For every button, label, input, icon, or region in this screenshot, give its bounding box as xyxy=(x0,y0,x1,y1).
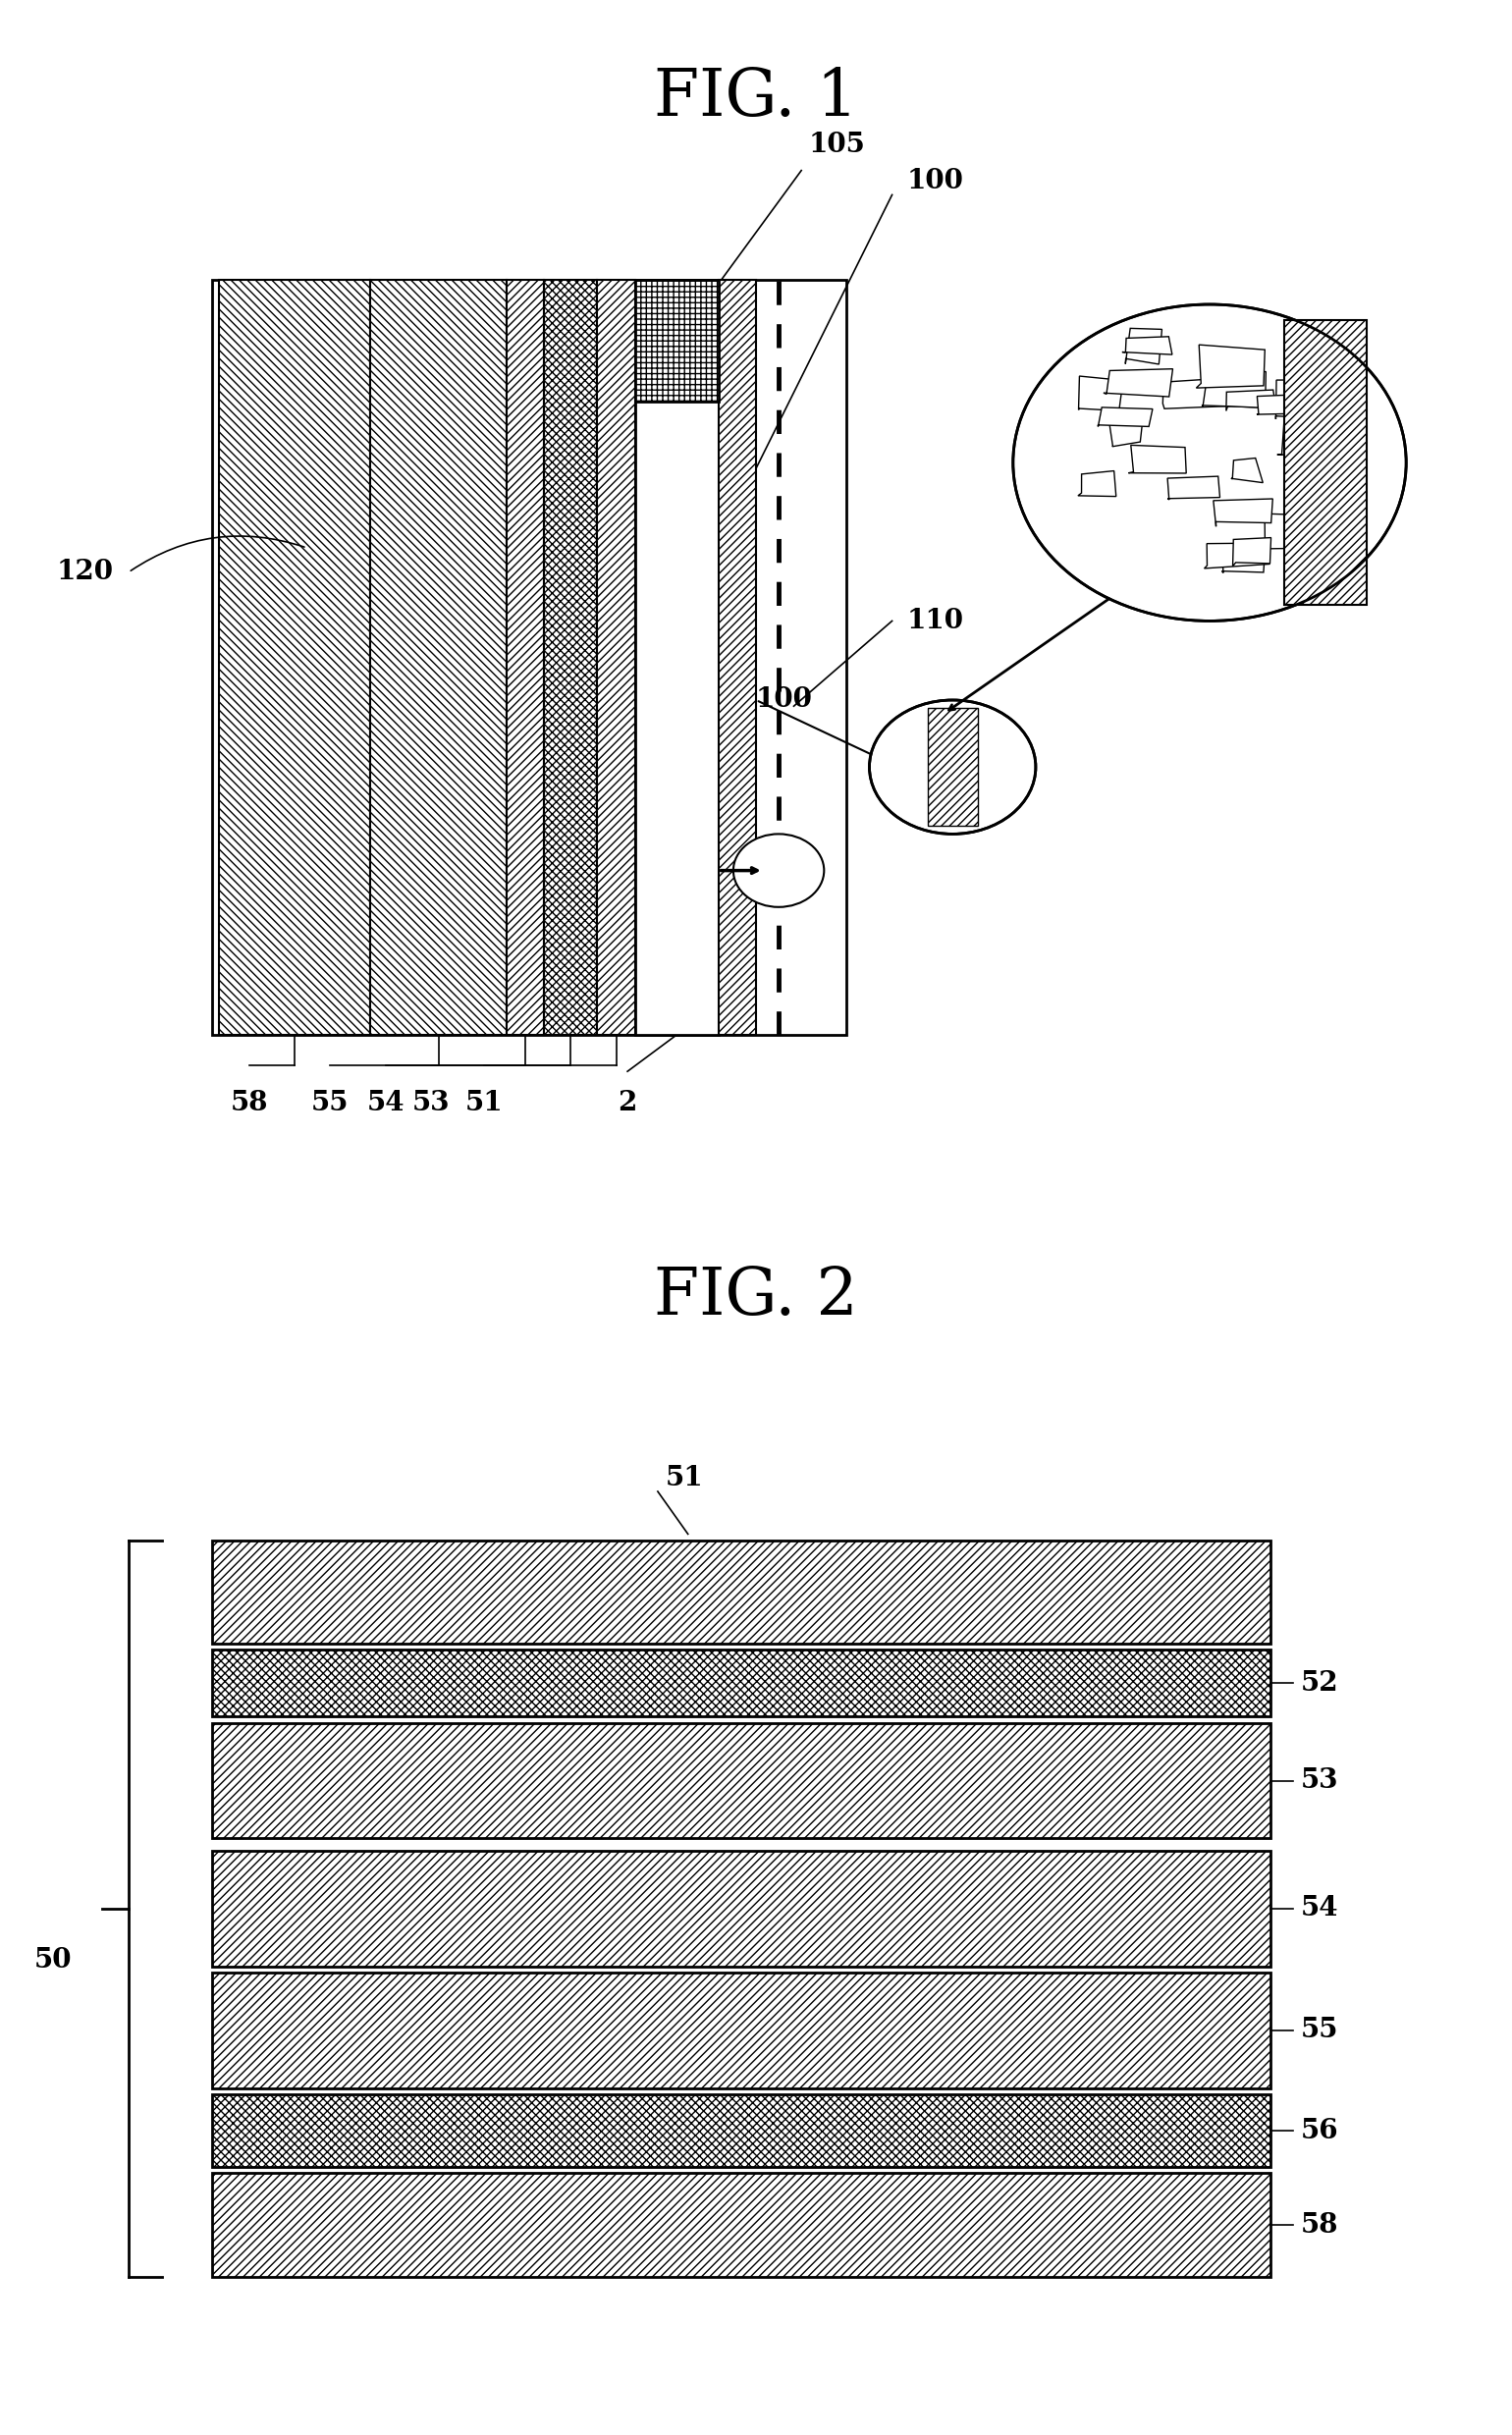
Polygon shape xyxy=(1202,370,1266,407)
Polygon shape xyxy=(1256,394,1326,414)
Bar xyxy=(928,709,978,825)
Bar xyxy=(212,1851,1270,1967)
Text: FIG. 1: FIG. 1 xyxy=(653,66,859,129)
Bar xyxy=(212,1972,1270,2089)
Polygon shape xyxy=(1098,407,1152,426)
Polygon shape xyxy=(1107,409,1143,446)
Polygon shape xyxy=(1122,336,1172,356)
Bar xyxy=(212,1972,1270,2089)
Bar xyxy=(212,1541,1270,1644)
Circle shape xyxy=(733,833,824,906)
Text: 120: 120 xyxy=(56,560,113,584)
Text: 110: 110 xyxy=(907,609,965,633)
Polygon shape xyxy=(1125,329,1161,365)
Polygon shape xyxy=(1264,514,1323,548)
Polygon shape xyxy=(1276,380,1340,419)
Bar xyxy=(507,280,544,1035)
Polygon shape xyxy=(1204,543,1270,567)
Text: 55: 55 xyxy=(311,1091,348,1115)
Polygon shape xyxy=(1196,346,1266,387)
Bar xyxy=(219,280,370,1035)
Text: 51: 51 xyxy=(464,1091,503,1115)
Polygon shape xyxy=(1128,446,1187,472)
Polygon shape xyxy=(1163,377,1232,409)
Text: FIG. 2: FIG. 2 xyxy=(655,1264,857,1330)
Bar xyxy=(212,1724,1270,1838)
Text: 51: 51 xyxy=(665,1466,703,1490)
Polygon shape xyxy=(1278,424,1302,455)
Text: 53: 53 xyxy=(1300,1768,1338,1795)
Circle shape xyxy=(1013,304,1406,621)
Bar xyxy=(212,2094,1270,2167)
Polygon shape xyxy=(1078,375,1123,412)
Polygon shape xyxy=(1226,390,1276,412)
Bar xyxy=(212,1724,1270,1838)
Polygon shape xyxy=(1232,538,1272,567)
Bar xyxy=(212,2172,1270,2277)
Bar xyxy=(219,280,370,1035)
Text: 105: 105 xyxy=(809,131,866,158)
Bar xyxy=(212,280,847,1035)
Polygon shape xyxy=(1078,470,1116,497)
Bar xyxy=(212,2094,1270,2167)
Text: 54: 54 xyxy=(366,1091,405,1115)
Polygon shape xyxy=(1213,499,1273,526)
Text: 55: 55 xyxy=(1300,2016,1338,2043)
Bar xyxy=(212,1651,1270,1717)
Polygon shape xyxy=(1167,477,1220,499)
Polygon shape xyxy=(1284,521,1331,558)
Bar xyxy=(635,280,718,402)
Bar xyxy=(718,280,756,1035)
Text: 58: 58 xyxy=(231,1091,269,1115)
Bar xyxy=(1284,319,1367,604)
Bar xyxy=(597,280,635,1035)
Polygon shape xyxy=(1288,531,1335,553)
Polygon shape xyxy=(1302,528,1332,560)
Bar xyxy=(1284,319,1367,604)
Bar xyxy=(507,280,544,1035)
Polygon shape xyxy=(1222,548,1266,572)
Bar xyxy=(635,280,718,1035)
Text: 100: 100 xyxy=(907,168,965,195)
Bar xyxy=(370,280,507,1035)
Text: 100: 100 xyxy=(756,687,813,713)
Text: 50: 50 xyxy=(35,1948,73,1972)
Bar xyxy=(212,1651,1270,1717)
Bar xyxy=(212,1851,1270,1967)
Text: 53: 53 xyxy=(411,1091,451,1115)
Text: 58: 58 xyxy=(1300,2211,1338,2238)
Polygon shape xyxy=(1104,368,1173,397)
Bar xyxy=(635,280,718,402)
Text: 2: 2 xyxy=(618,1091,637,1115)
Bar xyxy=(544,280,597,1035)
Text: 56: 56 xyxy=(1300,2118,1338,2143)
Bar xyxy=(544,280,597,1035)
Bar xyxy=(928,709,978,825)
Circle shape xyxy=(869,701,1036,833)
Text: 54: 54 xyxy=(1300,1894,1338,1921)
Bar xyxy=(597,280,635,1035)
Bar xyxy=(212,2172,1270,2277)
Bar xyxy=(212,1541,1270,1644)
Bar xyxy=(370,280,507,1035)
Polygon shape xyxy=(1231,458,1263,482)
Text: 52: 52 xyxy=(1300,1670,1338,1697)
Bar xyxy=(718,280,756,1035)
